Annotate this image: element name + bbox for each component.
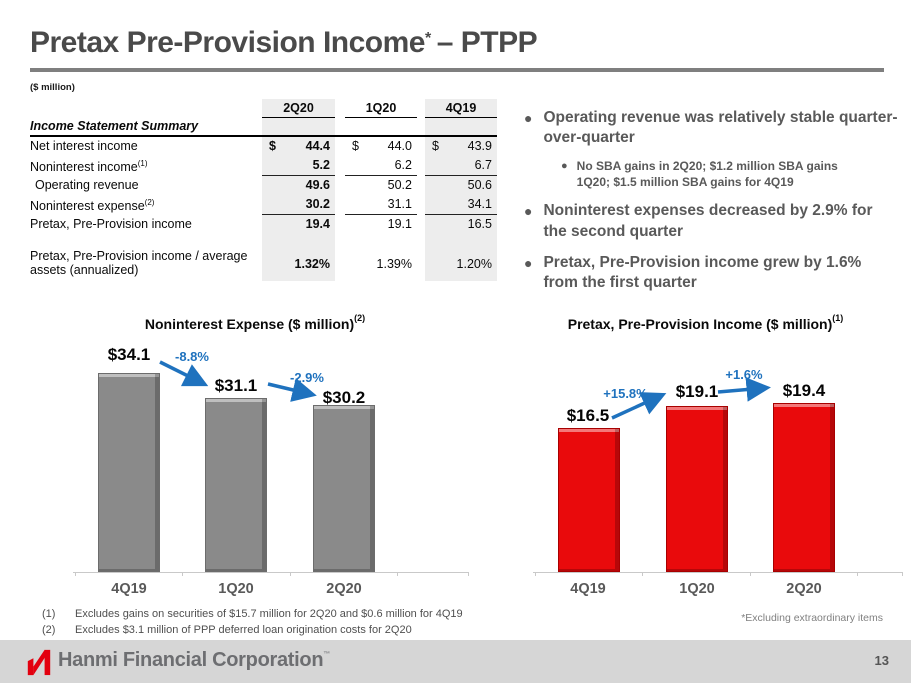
page-title: Pretax Pre-Provision Income* – PTPP xyxy=(30,26,538,60)
bullet-item: ● Operating revenue was relatively stabl… xyxy=(524,108,900,148)
bar-value-label: $34.1 xyxy=(107,345,151,364)
table-header-row: 2Q20 1Q20 4Q19 xyxy=(30,99,497,118)
bullet-item: ● Pretax, Pre-Provision income grew by 1… xyxy=(524,253,900,293)
page-title-text: Pretax Pre-Provision Income xyxy=(30,26,426,59)
col-header-4q19: 4Q19 xyxy=(425,99,497,118)
axis-tick xyxy=(182,572,183,576)
trend-arrows xyxy=(159,360,317,402)
bar-1Q20 xyxy=(666,406,728,572)
pct-change-label: +1.6% xyxy=(725,367,763,382)
excluding-note: *Excluding extraordinary items xyxy=(741,612,883,624)
category-label: 2Q20 xyxy=(326,581,362,597)
bullet-icon: ● xyxy=(524,203,533,220)
bullet-list: ● Operating revenue was relatively stabl… xyxy=(524,108,900,304)
chart-plot-area xyxy=(500,300,911,572)
table-section-row: Income Statement Summary xyxy=(30,118,497,137)
hanmi-logo-icon xyxy=(27,649,51,676)
table-row: Operating revenue 49.6 50.2 50.6 xyxy=(30,176,497,195)
bar-2Q20 xyxy=(773,403,835,572)
table-row: Pretax, Pre-Provision income 19.4 19.1 1… xyxy=(30,215,497,234)
footnotes: (1) Excludes gains on securities of $15.… xyxy=(42,606,463,638)
sub-bullet-item: ● No SBA gains in 2Q20; $1.2 million SBA… xyxy=(561,159,838,189)
bullet-icon: ● xyxy=(524,254,533,271)
trend-arrows xyxy=(611,377,771,420)
pct-change-label: -2.9% xyxy=(290,370,324,385)
brand-name: Hanmi Financial Corporation™ xyxy=(58,649,330,671)
up-arrow-icon xyxy=(611,392,667,420)
axis-tick xyxy=(902,572,903,576)
section-label: Income Statement Summary xyxy=(30,119,199,133)
footnote: (1) Excludes gains on securities of $15.… xyxy=(42,608,463,620)
category-label: 1Q20 xyxy=(679,581,715,597)
bar-value-label: $19.4 xyxy=(782,381,826,400)
income-statement-table: 2Q20 1Q20 4Q19 Income Statement Summary … xyxy=(30,99,497,282)
x-axis xyxy=(533,572,902,573)
bar-value-label: $30.2 xyxy=(322,388,366,407)
table-row: Noninterest income(1) 5.2 6.2 6.7 xyxy=(30,155,497,177)
bar-1Q20 xyxy=(205,398,267,572)
chart-plot-area xyxy=(40,300,470,572)
table-row: Noninterest expense(2) 30.2 31.1 34.1 xyxy=(30,194,497,216)
unit-note: ($ million) xyxy=(30,82,75,93)
table-row: Net interest income $44.4 $44.0 $43.9 xyxy=(30,137,497,155)
x-axis xyxy=(73,572,468,573)
bar-2Q20 xyxy=(313,405,375,572)
bar-4Q19 xyxy=(558,428,620,572)
axis-tick xyxy=(750,572,751,576)
category-label: 1Q20 xyxy=(218,581,254,597)
bar-value-label: $31.1 xyxy=(214,376,258,395)
page-title-suffix: – PTPP xyxy=(436,26,538,59)
category-label: 2Q20 xyxy=(786,581,822,597)
up-arrow-icon xyxy=(717,377,771,402)
bar-value-label: $16.5 xyxy=(566,406,610,425)
bullet-icon: ● xyxy=(561,160,568,173)
ptpp-income-chart: Pretax, Pre-Provision Income ($ million)… xyxy=(500,300,911,610)
category-label: 4Q19 xyxy=(570,581,606,597)
footnote: (2) Excludes $3.1 million of PPP deferre… xyxy=(42,624,412,636)
table-row: Pretax, Pre-Provision income / average a… xyxy=(30,246,497,282)
title-asterisk: * xyxy=(425,30,431,47)
trademark-icon: ™ xyxy=(323,651,330,658)
pct-change-label: +15.8% xyxy=(603,386,648,401)
chart-title: Pretax, Pre-Provision Income ($ million)… xyxy=(567,313,844,332)
bar-4Q19 xyxy=(98,373,160,572)
axis-tick xyxy=(468,572,469,576)
down-arrow-icon xyxy=(159,360,209,387)
axis-tick xyxy=(535,572,536,576)
footer-bar: Hanmi Financial Corporation™ 13 xyxy=(0,640,911,683)
axis-tick xyxy=(642,572,643,576)
axis-tick xyxy=(397,572,398,576)
col-header-2q20: 2Q20 xyxy=(262,99,335,118)
bullet-icon: ● xyxy=(524,110,533,126)
chart-title: Noninterest Expense ($ million)(2) xyxy=(144,313,366,332)
col-header-1q20: 1Q20 xyxy=(345,99,417,118)
category-label: 4Q19 xyxy=(111,581,147,597)
table-spacer-row xyxy=(30,233,497,247)
title-divider xyxy=(30,68,884,72)
down-arrow-icon xyxy=(267,378,317,402)
bullet-item: ● Noninterest expenses decreased by 2.9%… xyxy=(524,201,900,241)
pct-change-label: -8.8% xyxy=(175,349,209,364)
noninterest-expense-chart: Noninterest Expense ($ million)(2) -8.8%… xyxy=(40,300,470,610)
axis-tick xyxy=(75,572,76,576)
axis-tick xyxy=(290,572,291,576)
page-number: 13 xyxy=(874,653,889,668)
axis-tick xyxy=(857,572,858,576)
bar-value-label: $19.1 xyxy=(675,382,719,401)
